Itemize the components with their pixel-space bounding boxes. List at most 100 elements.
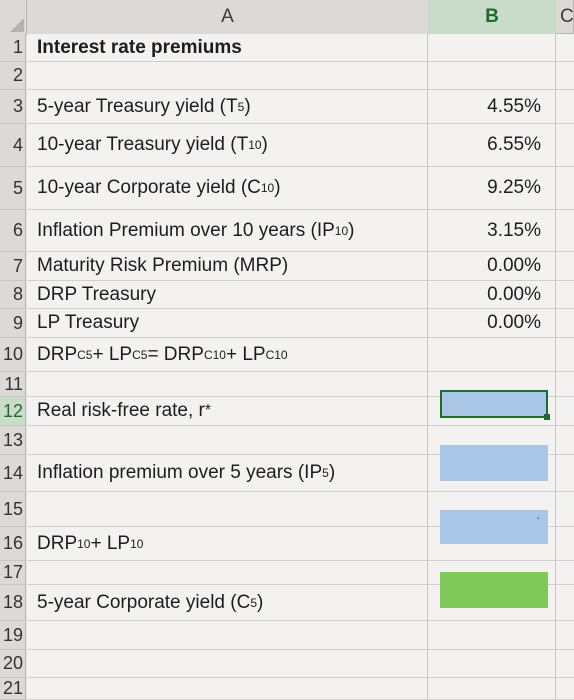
row-header-1[interactable]: 1 [0,34,26,62]
cell-b10[interactable] [428,338,556,372]
cell-c14[interactable] [556,455,574,492]
cell-c16[interactable] [556,527,574,561]
cell-a11[interactable] [27,372,428,397]
cell-c8[interactable] [556,281,574,309]
row-header-11[interactable]: 11 [0,372,26,397]
cell-a10[interactable]: DRP C5 + LP C5 = DRP C10 + LP C10 [27,338,428,372]
row-header-6[interactable]: 6 [0,210,26,252]
row-header-19[interactable]: 19 [0,621,26,650]
column-header-c[interactable]: C [556,0,574,34]
cell-a1[interactable]: Interest rate premiums [27,34,428,62]
row-header-13[interactable]: 13 [0,426,26,455]
cell-c6[interactable] [556,210,574,252]
cell-a5[interactable]: 10-year Corporate yield (C 10) [27,167,428,210]
cell-a16[interactable]: DRP 10 + LP 10 [27,527,428,561]
cell-a12-superscript: * [204,402,212,419]
cell-a7[interactable]: Maturity Risk Premium (MRP) [27,252,428,281]
formula-sub: C10 [203,347,226,362]
cell-a16-label: DRP [37,532,78,554]
cell-b19[interactable] [428,621,556,650]
formula-sub: C5 [132,347,148,362]
cell-a3[interactable]: 5-year Treasury yield (T 5) [27,90,428,124]
cell-c3[interactable] [556,90,574,124]
cell-a6-subscript: 10 [334,223,349,238]
cell-b8[interactable]: 0.00% [428,281,556,309]
cell-b7[interactable]: 0.00% [428,252,556,281]
cell-c4[interactable] [556,124,574,167]
select-all-corner[interactable] [0,0,27,35]
row-header-12[interactable]: 12 [0,397,26,426]
fill-handle[interactable] [544,414,550,420]
cell-a20[interactable] [27,650,428,678]
answer-cell-b16[interactable] [440,510,548,544]
cell-b9[interactable]: 0.00% [428,309,556,338]
cell-a9[interactable]: LP Treasury [27,309,428,338]
cell-a13[interactable] [27,426,428,455]
cell-a3-tail: ) [244,95,251,117]
row-header-8[interactable]: 8 [0,281,26,309]
cell-c20[interactable] [556,650,574,678]
cell-b4[interactable]: 6.55% [428,124,556,167]
cell-a2[interactable] [27,62,428,90]
answer-cell-b18[interactable] [440,572,548,608]
row-header-14[interactable]: 14 [0,455,26,492]
cell-c2[interactable] [556,62,574,90]
column-header-a[interactable]: A [27,0,429,35]
cell-c19[interactable] [556,621,574,650]
cell-c12[interactable] [556,397,574,426]
formula-sub: C5 [77,347,93,362]
cell-c7[interactable] [556,252,574,281]
cell-c18[interactable] [556,585,574,621]
cell-a12[interactable]: Real risk-free rate, r * [27,397,428,426]
cell-c10[interactable] [556,338,574,372]
answer-cell-b12[interactable] [440,390,548,418]
cell-a4[interactable]: 10-year Treasury yield (T 10) [27,124,428,167]
cell-c17[interactable] [556,561,574,585]
cell-a15[interactable] [27,492,428,527]
formula-part: + LP [225,343,266,365]
cell-a6-tail: ) [348,219,355,241]
row-header-7[interactable]: 7 [0,252,26,281]
formula-part: = DRP [147,343,204,365]
column-header-b[interactable]: B [428,0,557,35]
row-header-5[interactable]: 5 [0,167,26,210]
row-header-4[interactable]: 4 [0,124,26,167]
cell-a4-subscript: 10 [248,138,262,152]
cell-b6[interactable]: 3.15% [428,210,556,252]
cell-a14[interactable]: Inflation premium over 5 years (IP 5) [27,455,428,492]
row-header-10[interactable]: 10 [0,338,26,372]
cell-c15[interactable] [556,492,574,527]
cell-a18[interactable]: 5-year Corporate yield (C 5) [27,585,428,621]
cell-c21[interactable] [556,678,574,700]
cell-a21[interactable] [27,678,428,700]
row-header-3[interactable]: 3 [0,90,26,124]
cell-a19[interactable] [27,621,428,650]
cell-c11[interactable] [556,372,574,397]
cell-b5[interactable]: 9.25% [428,167,556,210]
row-header-9[interactable]: 9 [0,309,26,338]
cell-b1[interactable] [428,34,556,62]
cell-c9[interactable] [556,309,574,338]
cell-b21[interactable] [428,678,556,700]
row-header-20[interactable]: 20 [0,650,26,678]
cell-a5-subscript: 10 [260,181,275,195]
cell-a18-tail: ) [257,591,264,613]
cell-c1[interactable] [556,34,574,62]
answer-cell-b14[interactable] [440,445,548,481]
row-header-2[interactable]: 2 [0,62,26,90]
cell-a8[interactable]: DRP Treasury [27,281,428,309]
cell-b20[interactable] [428,650,556,678]
cell-c5[interactable] [556,167,574,210]
cell-a6[interactable]: Inflation Premium over 10 years (IP 10) [27,210,428,252]
row-header-17[interactable]: 17 [0,561,26,585]
cell-b3[interactable]: 4.55% [428,90,556,124]
cell-a8-text: DRP Treasury [37,283,156,305]
cell-a17[interactable] [27,561,428,585]
row-header-21[interactable]: 21 [0,678,26,700]
row-header-16[interactable]: 16 [0,527,26,561]
row-header-18[interactable]: 18 [0,585,26,621]
cell-c13[interactable] [556,426,574,455]
cell-b2[interactable] [428,62,556,90]
row-header-15[interactable]: 15 [0,492,26,527]
cell-a14-subscript: 5 [322,466,329,480]
